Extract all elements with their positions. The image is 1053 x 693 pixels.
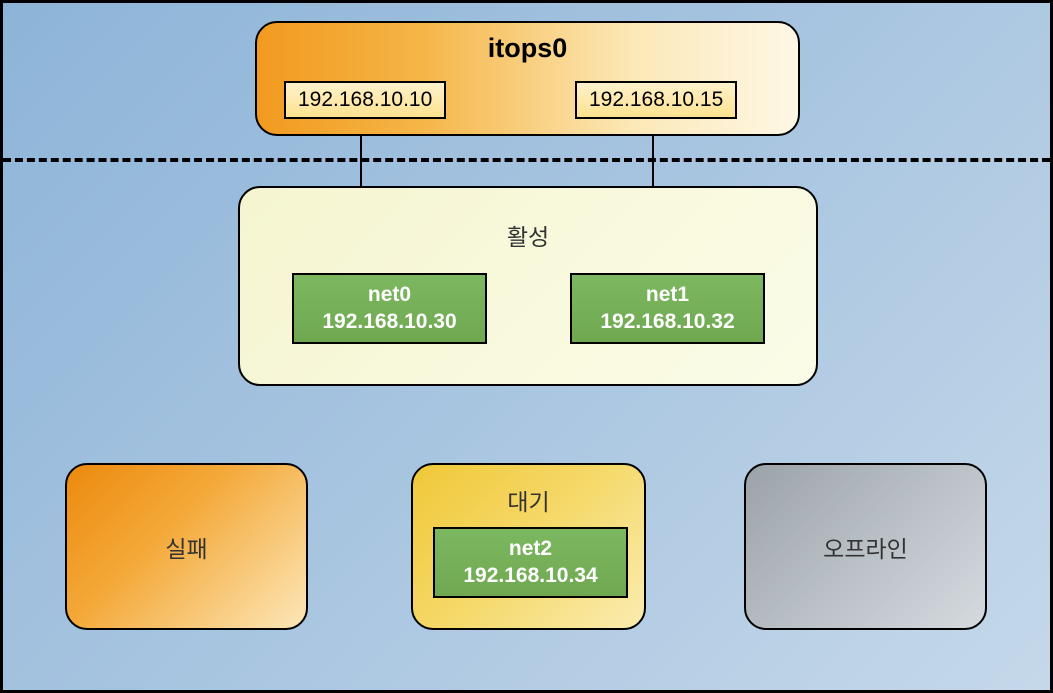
active-label: 활성 [240, 218, 816, 252]
offline-group: 오프라인 [744, 463, 987, 630]
offline-label: 오프라인 [823, 530, 908, 564]
net1-ip: 192.168.10.32 [584, 308, 751, 335]
net1-name: net1 [584, 281, 751, 308]
net1-box: net1 192.168.10.32 [570, 273, 765, 344]
fail-label: 실패 [165, 530, 207, 564]
net0-ip: 192.168.10.30 [306, 308, 473, 335]
active-group: 활성 net0 192.168.10.30 net1 192.168.10.32 [238, 186, 818, 386]
itops-group: itops0 192.168.10.10 192.168.10.15 [255, 21, 800, 136]
net0-box: net0 192.168.10.30 [292, 273, 487, 344]
standby-group: 대기 net2 192.168.10.34 [411, 463, 646, 630]
net2-box: net2 192.168.10.34 [433, 527, 628, 598]
network-diagram: itops0 192.168.10.10 192.168.10.15 활성 ne… [0, 0, 1053, 693]
net2-ip: 192.168.10.34 [447, 562, 614, 589]
standby-label: 대기 [413, 483, 644, 517]
net0-name: net0 [306, 281, 473, 308]
itops-ip-1: 192.168.10.10 [284, 81, 446, 119]
net2-name: net2 [447, 535, 614, 562]
itops-ip-2: 192.168.10.15 [575, 81, 737, 119]
divider-line [3, 158, 1050, 162]
itops-title: itops0 [257, 33, 798, 64]
fail-group: 실패 [65, 463, 308, 630]
